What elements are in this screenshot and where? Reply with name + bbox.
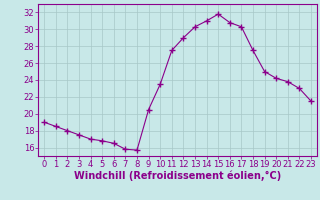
X-axis label: Windchill (Refroidissement éolien,°C): Windchill (Refroidissement éolien,°C) <box>74 171 281 181</box>
